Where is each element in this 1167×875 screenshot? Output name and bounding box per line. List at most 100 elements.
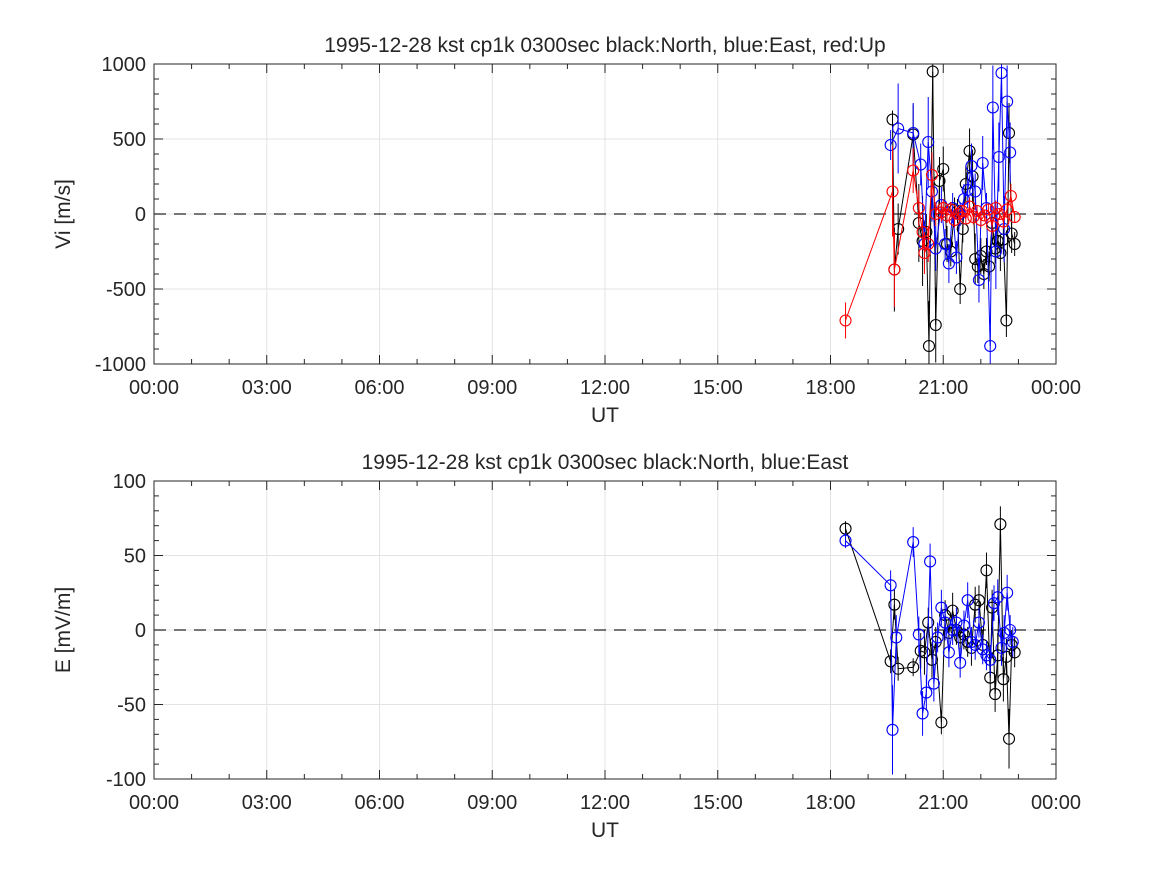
data-point: [976, 156, 989, 170]
data-point: [1008, 210, 1021, 224]
data-point: [927, 677, 940, 690]
data-point: [890, 631, 903, 644]
data-point: [998, 222, 1011, 236]
data-point: [980, 564, 993, 577]
data-point: [995, 641, 1008, 654]
y-tick-label: -50: [117, 695, 146, 717]
series-up: [839, 146, 1021, 339]
y-tick-label: -1000: [95, 354, 146, 376]
x-tick-label: 03:00: [242, 792, 292, 814]
data-point: [935, 601, 948, 614]
data-point: [839, 534, 852, 547]
data-point: [997, 673, 1010, 686]
axes-frame: [153, 480, 1057, 780]
data-point: [935, 716, 948, 729]
data-point: [907, 661, 920, 674]
data-point: [989, 245, 1002, 258]
x-tick-label: 18:00: [805, 792, 855, 814]
data-point: [922, 135, 935, 149]
chart-title: 1995-12-28 kst cp1k 0300sec black:North,…: [324, 34, 885, 57]
axes-frame: [153, 63, 1057, 365]
x-tick-label: 21:00: [918, 377, 968, 399]
x-tick-label: 00:00: [1031, 792, 1081, 814]
data-point: [959, 212, 972, 225]
data-point: [920, 225, 933, 239]
x-tick-label: 18:00: [805, 377, 855, 399]
data-point: [974, 213, 987, 227]
data-point: [952, 207, 965, 221]
data-point: [955, 204, 969, 218]
data-point: [939, 237, 952, 251]
data-point: [976, 643, 989, 656]
data-point: [987, 597, 1001, 610]
x-tick-label: 06:00: [354, 377, 404, 399]
data-point: [937, 201, 950, 215]
data-point: [950, 251, 963, 264]
data-point: [912, 201, 925, 215]
data-point: [886, 185, 899, 198]
panel-2: 00:00 03:00 06:00 09:00 12:00 15:00 18:00 21:00…: [52, 451, 1081, 842]
x-tick-label: 03:00: [242, 377, 292, 399]
series-north: [886, 64, 1021, 364]
data-point: [957, 619, 970, 632]
x-tick-label: 00:00: [129, 377, 179, 399]
data-point: [954, 631, 967, 644]
data-point: [954, 282, 967, 296]
data-point: [1001, 586, 1014, 599]
y-tick-label: 0: [135, 620, 146, 642]
data-point: [989, 688, 1002, 701]
data-point: [998, 626, 1011, 640]
y-tick-label: -100: [106, 769, 146, 791]
data-point: [942, 646, 955, 659]
series-east: [839, 527, 1019, 775]
data-point: [1006, 635, 1019, 648]
data-point: [925, 168, 939, 182]
data-point: [926, 65, 939, 78]
data-point: [969, 638, 982, 651]
data-point: [963, 200, 976, 213]
data-point: [986, 219, 999, 233]
y-tick-label: -500: [106, 279, 146, 301]
panel-1: 00:00 03:00 06:00 09:00 12:00 15:00 18:00 21:00…: [52, 34, 1081, 427]
data-point: [980, 201, 993, 215]
data-point: [963, 144, 976, 158]
data-point: [925, 653, 939, 666]
data-point: [969, 598, 982, 611]
x-axis-label: UT: [591, 819, 619, 842]
data-point: [888, 263, 901, 276]
data-point: [1000, 314, 1013, 327]
data-point: [924, 555, 937, 568]
data-point: [994, 518, 1007, 531]
y-tick-label: 500: [113, 129, 146, 151]
data-point: [922, 237, 935, 251]
data-point: [1008, 237, 1021, 251]
data-point: [937, 162, 950, 176]
data-point: [961, 183, 974, 197]
data-point: [912, 628, 925, 641]
data-point: [972, 273, 986, 287]
x-tick-label: 00:00: [129, 792, 179, 814]
data-point: [886, 723, 899, 736]
x-tick-label: 06:00: [354, 792, 404, 814]
y-tick-label: 1000: [102, 54, 147, 76]
y-axis-label: E [mV/m]: [52, 587, 75, 673]
data-point: [884, 579, 897, 592]
data-point: [978, 209, 991, 222]
x-tick-label: 12:00: [580, 377, 630, 399]
data-point: [884, 138, 897, 152]
data-point: [839, 314, 852, 327]
data-point: [922, 339, 936, 353]
data-point: [986, 101, 999, 114]
x-axis-label: UT: [591, 404, 619, 427]
data-point: [980, 245, 993, 258]
data-point: [1002, 732, 1016, 745]
data-point: [1001, 203, 1014, 216]
data-point: [907, 126, 920, 140]
data-point: [907, 536, 920, 549]
data-point: [892, 122, 905, 135]
data-point: [992, 150, 1005, 164]
data-point: [961, 594, 974, 607]
data-point: [1001, 95, 1014, 108]
chart-title: 1995-12-28 kst cp1k 0300sec black:North,…: [362, 451, 849, 474]
